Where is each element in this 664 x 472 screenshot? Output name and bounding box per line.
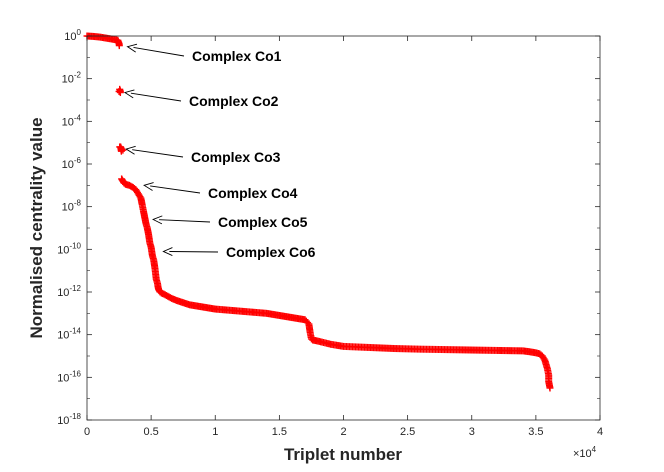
annotation-arrow-head (143, 182, 154, 191)
x-tick-label: 2 (340, 426, 346, 438)
annotation-arrow-line (130, 92, 182, 102)
annotation-label: Complex Co4 (208, 185, 298, 201)
annotation-label: Complex Co6 (226, 244, 316, 260)
y-tick-label: 10-16 (57, 369, 81, 384)
data-point (118, 145, 126, 153)
y-axis-label: Normalised centrality value (27, 117, 46, 338)
annotation-label: Complex Co5 (218, 214, 308, 230)
y-tick-label: 10-2 (62, 71, 82, 86)
x-axis-ticks: 0 0.5 1 1.5 2 2.5 3 3.5 4 (84, 36, 603, 438)
annotation: Complex Co5 (152, 214, 308, 230)
annotation-arrow-line (132, 149, 184, 158)
x-axis-label: Triplet number (284, 445, 402, 464)
x-tick-label: 3.5 (528, 426, 543, 438)
x-tick-label: 0.5 (143, 426, 158, 438)
y-tick-label: 10-12 (57, 284, 81, 299)
annotation-arrow-head (123, 89, 135, 99)
y-tick-label: 10-14 (57, 327, 81, 342)
annotation-arrow-head (152, 215, 163, 225)
annotations: Complex Co1 Complex Co2 Complex Co3 Complex… (123, 43, 316, 260)
data-point (115, 87, 123, 95)
x-tick-label: 4 (597, 426, 603, 438)
annotation: Complex Co3 (125, 145, 281, 165)
annotation: Complex Co4 (143, 182, 298, 201)
annotation-arrow-head (162, 247, 173, 256)
y-tick-label: 10-10 (57, 241, 81, 256)
annotation-label: Complex Co1 (192, 48, 282, 64)
data-point (546, 384, 554, 392)
annotation-arrow-line (159, 219, 211, 223)
plot-area (87, 36, 600, 420)
x-multiplier-exponent: 4 (592, 445, 597, 454)
x-axis-multiplier: ×104 (573, 445, 597, 460)
x-tick-label: 1 (212, 426, 218, 438)
annotation-arrow-head (125, 145, 136, 155)
y-axis-ticks: 100 10-2 10-4 10-6 10-8 10-10 10-12 10-14 10-16 1… (57, 28, 600, 427)
data-point (116, 89, 124, 97)
annotation-arrow-line (133, 46, 185, 57)
annotation-arrow-line (150, 185, 201, 194)
y-tick-label: 10-4 (62, 113, 82, 128)
y-tick-label: 10-8 (62, 199, 82, 214)
data-marks (83, 32, 554, 392)
annotation: Complex Co1 (126, 43, 282, 64)
annotation-label: Complex Co3 (191, 149, 281, 165)
y-tick-label: 10-6 (62, 156, 82, 171)
y-tick-label: 100 (64, 28, 81, 43)
annotation-label: Complex Co2 (189, 93, 279, 109)
annotation: Complex Co6 (162, 244, 316, 260)
x-multiplier-base: ×10 (573, 448, 592, 460)
annotation: Complex Co2 (123, 89, 279, 109)
x-tick-label: 1.5 (272, 426, 287, 438)
data-point (115, 42, 123, 50)
y-tick-label: 10-18 (57, 412, 81, 427)
annotation-arrow-head (126, 43, 138, 53)
x-tick-label: 0 (84, 426, 90, 438)
x-tick-label: 3 (469, 426, 475, 438)
x-tick-label: 2.5 (400, 426, 415, 438)
data-point (119, 146, 127, 154)
